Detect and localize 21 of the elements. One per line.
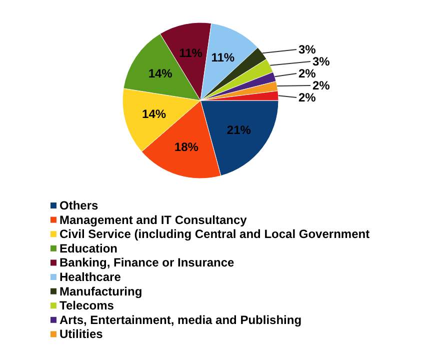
legend-label: Civil Service (including Central and Local Government — [60, 227, 370, 242]
data-label: 14% — [148, 66, 173, 81]
legend-label: Education — [60, 241, 118, 256]
data-label: 2% — [298, 90, 316, 104]
data-label: 18% — [174, 140, 199, 154]
data-label: 2% — [312, 78, 330, 92]
data-label: 14% — [142, 106, 166, 121]
data-label: 2% — [298, 66, 316, 80]
legend-label: Arts, Entertainment, media and Publishing — [60, 312, 302, 327]
legend-label: Others — [60, 198, 99, 212]
legend-label: Management and IT Consultancy — [60, 212, 248, 227]
data-label: 11% — [211, 50, 235, 65]
data-label: 3% — [298, 42, 316, 56]
legend-label: Banking, Finance or Insurance — [60, 256, 235, 270]
legend-label: Telecoms — [60, 298, 114, 313]
data-label: 11% — [179, 46, 203, 60]
legend-label: Healthcare — [60, 270, 122, 284]
legend-label: Utilities — [60, 327, 104, 342]
data-label: 21% — [226, 122, 252, 137]
data-label: 3% — [312, 54, 330, 68]
legend-label: Manufacturing — [60, 284, 142, 298]
